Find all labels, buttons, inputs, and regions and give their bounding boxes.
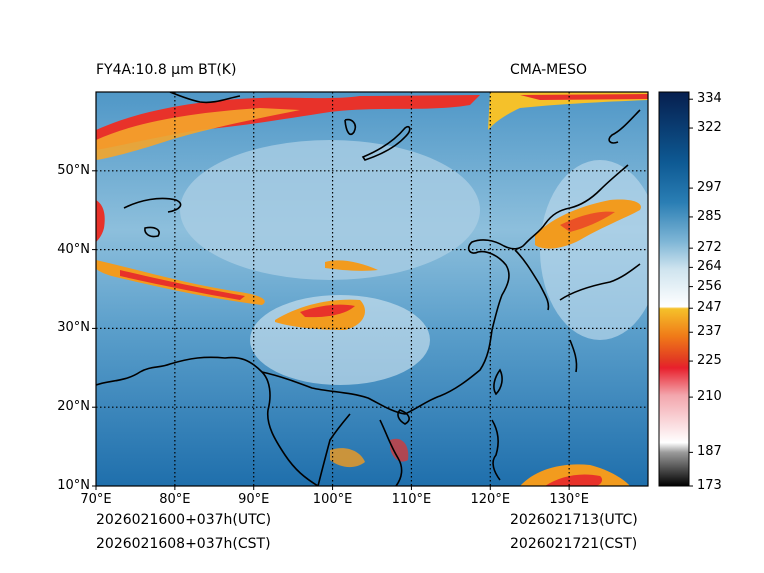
coastline — [261, 164, 629, 415]
lat-tick-label: 20°N — [57, 399, 90, 415]
cold-cloud-region — [545, 474, 603, 486]
lat-tick-label: 40°N — [57, 241, 90, 257]
colorbar — [658, 91, 690, 487]
coastline — [379, 419, 403, 486]
coastline — [559, 263, 641, 301]
coastline — [123, 197, 182, 213]
coastline — [397, 409, 410, 425]
cold-cloud-region — [96, 200, 105, 242]
colorbar-tick-label: 322 — [697, 120, 722, 136]
chart-title-left: FY4A:10.8 µm BT(K) — [96, 62, 237, 78]
lat-tick-label: 10°N — [57, 478, 90, 493]
cold-cloud-region — [390, 438, 409, 462]
map-frame — [95, 91, 649, 487]
cold-cloud-region — [330, 448, 365, 468]
colorbar-tick-label: 173 — [697, 478, 722, 493]
lon-tick-label: 130°E — [549, 492, 589, 507]
lon-tick-label: 70°E — [80, 492, 112, 507]
cold-cloud-region — [96, 95, 480, 150]
coastline — [169, 92, 241, 104]
colorbar-tick-label: 256 — [697, 278, 722, 294]
coastline — [493, 368, 503, 396]
lon-tick-label: 100°E — [312, 492, 353, 507]
lon-tick-label: 80°E — [159, 492, 191, 507]
cloud-region — [180, 140, 480, 280]
colorbar-tick-label: 285 — [697, 208, 722, 224]
lon-tick-label: 120°E — [470, 492, 511, 507]
lat-tick-label: 30°N — [57, 320, 90, 336]
cold-cloud-region — [488, 92, 648, 130]
coastline — [569, 339, 578, 373]
init-time-cst: 2026021608+037h(CST) — [96, 536, 271, 552]
cold-cloud-region — [520, 94, 648, 100]
chart-title-right: CMA-MESO — [510, 62, 588, 78]
colorbar-tick-label: 247 — [697, 300, 722, 316]
cold-cloud-region — [560, 211, 615, 232]
colorbar-tick-label: 187 — [697, 444, 722, 460]
colorbar-tick-label: 225 — [697, 353, 722, 369]
cold-cloud-region — [120, 270, 245, 300]
cold-cloud-region — [96, 108, 300, 160]
colorbar-tick-label: 297 — [697, 180, 722, 196]
colorbar-tick-label: 264 — [697, 259, 722, 275]
valid-time-utc: 2026021713(UTC) — [510, 512, 638, 528]
lat-tick-label: 50°N — [57, 162, 90, 178]
coastline — [361, 125, 411, 161]
coastlines — [96, 92, 641, 486]
init-time-utc: 2026021600+037h(UTC) — [96, 512, 272, 528]
cold-cloud-region — [300, 304, 355, 318]
cold-cloud-region — [325, 260, 378, 271]
colorbar-tick-label: 272 — [697, 240, 722, 256]
colorbar-tick-label: 334 — [697, 91, 722, 107]
lon-tick-label: 110°E — [391, 492, 432, 507]
coastline — [144, 226, 160, 238]
coastline — [608, 109, 641, 144]
colorbar-tick-label: 210 — [697, 389, 722, 405]
valid-time-cst: 2026021721(CST) — [510, 536, 638, 552]
lon-tick-label: 90°E — [238, 492, 270, 507]
coastline — [96, 356, 319, 486]
coastline — [317, 413, 351, 486]
coastline — [514, 249, 550, 311]
coastline — [491, 419, 501, 481]
coastline — [344, 118, 357, 136]
colorbar-tick-label: 237 — [697, 324, 722, 340]
